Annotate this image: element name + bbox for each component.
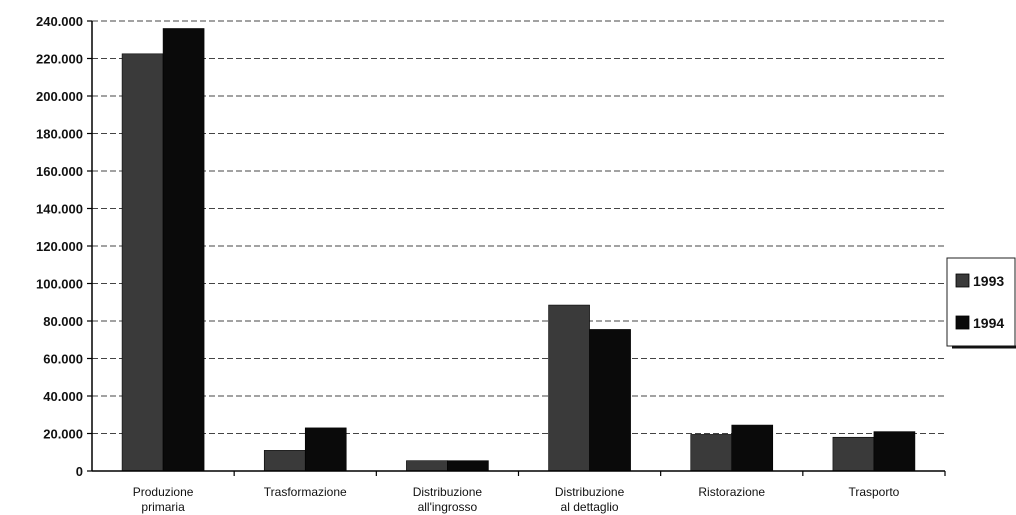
bars [121,28,916,472]
bar-1994-1 [304,427,347,472]
bar-1993-2 [406,460,448,472]
bar-1994-5 [873,431,916,472]
legend-box [946,257,1016,347]
bar-1993-0 [121,53,164,472]
y-tick-label: 160.000 [36,164,83,179]
y-axis-ticks: 0 20.000 40.000 60.000 80.000 100.000 120.000 1… [36,14,92,479]
bar-1993-3 [548,304,590,472]
legend: 1993 1994 [946,257,1016,349]
legend-swatch-1994 [955,315,970,330]
y-tick-label: 0 [76,464,83,479]
bar-1994-2 [447,460,489,472]
x-category-label: Distribuzione al dettaglio [555,485,625,514]
y-tick-label: 60.000 [43,352,83,367]
y-tick-label: 20.000 [43,427,83,442]
y-tick-label: 80.000 [43,314,83,329]
bar-1994-4 [731,424,774,472]
y-tick-label: 220.000 [36,52,83,67]
grid-lines [92,20,945,434]
y-tick-label: 180.000 [36,127,83,142]
x-category-label: Ristorazione [698,485,765,499]
y-tick-label: 120.000 [36,239,83,254]
x-category-label: Distribuzione all'ingrosso [413,485,483,514]
bar-1993-1 [263,450,306,472]
legend-label-1994: 1994 [973,315,1004,331]
y-tick-label: 140.000 [36,202,83,217]
y-tick-label: 100.000 [36,277,83,292]
y-tick-label: 40.000 [43,389,83,404]
y-tick-label: 240.000 [36,14,83,29]
legend-swatch-1993 [955,273,970,288]
bar-1993-5 [832,436,875,472]
x-category-label: Produzione primaria [133,485,194,514]
legend-label-1993: 1993 [973,273,1004,289]
bar-1994-0 [162,28,205,472]
x-axis-labels: Produzione primaria Trasformazione Distribu… [133,471,946,514]
x-category-label: Trasformazione [264,485,347,499]
y-tick-label: 200.000 [36,89,83,104]
x-category-label: Trasporto [848,485,899,499]
bar-1994-3 [589,329,631,472]
bar-1993-4 [690,434,733,472]
